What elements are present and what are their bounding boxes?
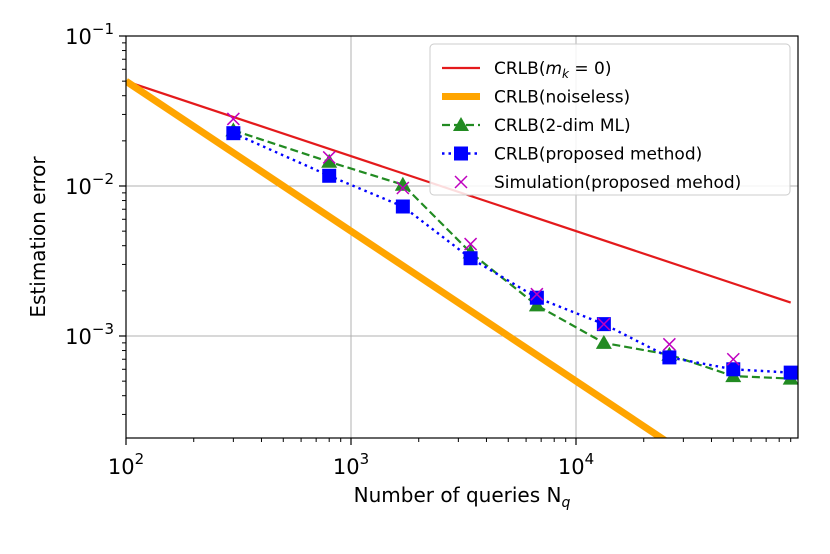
x-axis-label: Number of queries Nq [354,483,571,511]
legend-label: CRLB(noiseless) [494,88,630,108]
y-tick-label: 10−3 [65,320,114,349]
series-4-point [464,237,478,251]
legend-label: CRLB(mk = 0) [494,59,611,81]
x-tick-label: 104 [558,450,594,479]
series-3-point [783,365,798,380]
series-3-point [529,290,544,305]
series-3-point [463,251,478,266]
legend-entry: CRLB(2-dim ML) [442,116,631,136]
series-2-point [595,334,612,349]
legend: CRLB(mk = 0) CRLB(noiseless) CRLB(2-dim ML… [429,43,791,196]
series-4-point [530,287,544,301]
series-2-line [233,129,791,380]
legend-box [429,43,791,196]
legend-entry: Simulation(proposed mehod) [454,173,741,193]
legend-swatch-marker [453,117,469,131]
series-3-point [322,168,337,183]
series-4-point [726,352,740,366]
legend-label: CRLB(proposed method) [494,145,702,165]
x-axis-label-sub: q [561,495,570,511]
series-4-point [322,150,336,164]
series-3-line [232,132,791,374]
series-1-line [126,78,668,438]
series-3-point [726,362,741,377]
legend-entry: CRLB(proposed method) [442,145,702,165]
legend-entry: CRLB(mk = 0) [442,59,611,81]
series-3-point [395,199,410,214]
legend-swatch-marker [454,175,468,189]
series-2-point [394,176,411,191]
series-2-point [321,153,338,168]
plot-area [126,78,799,438]
series-4-point [396,181,410,195]
y-tick-label: 10−1 [65,20,114,49]
x-tick-label: 102 [108,450,144,479]
legend-label: Simulation(proposed mehod) [494,173,741,193]
y-axis-label: Estimation error [26,156,50,318]
series-4-point [226,112,240,126]
y-tick-label: 10−2 [65,170,114,199]
legend-label: CRLB(2-dim ML) [494,116,631,136]
axis-ticks: 102 103 104 10−1 10−2 10−3 [65,20,792,479]
legend-swatch-marker [454,146,468,161]
legend-entry: CRLB(noiseless) [442,88,630,108]
plot-frame [125,35,799,439]
series-3-point [226,126,241,141]
x-tick-label: 103 [333,450,369,479]
series-4-point [597,317,611,331]
series-3-point [662,350,677,365]
series-4-point [662,337,676,351]
